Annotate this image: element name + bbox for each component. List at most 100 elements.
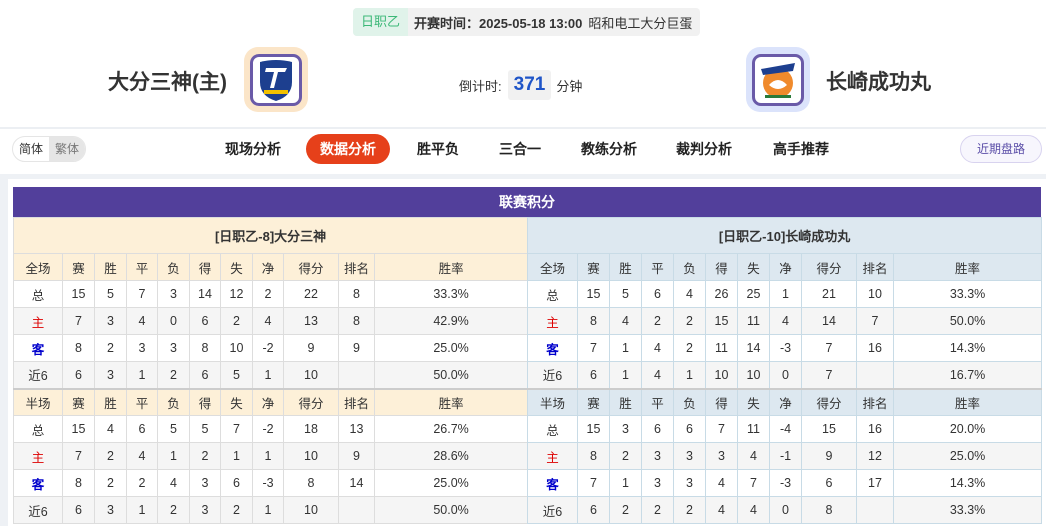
table-row: 主 8 4 2 2 15 11 4 14 7 50.0% — [527, 307, 1043, 335]
table-cell: 2 — [673, 496, 706, 524]
table-cell: 11 — [737, 415, 770, 443]
row-label: 客 — [527, 469, 578, 497]
row-label: 近6 — [527, 361, 578, 389]
lang-traditional[interactable]: 繁体 — [49, 137, 86, 161]
table-row: 近6 6 3 1 2 3 2 1 10 50.0% — [13, 496, 529, 524]
table-cell: 5 — [189, 415, 221, 443]
table-cell: 6 — [641, 415, 674, 443]
table-cell: -4 — [769, 415, 802, 443]
table-cell: 4 — [609, 307, 642, 335]
table-row: 总 15 3 6 6 7 11 -4 15 16 20.0% — [527, 415, 1043, 443]
team-standing-header: [日职乙-8]大分三神 — [12, 217, 529, 254]
language-switch[interactable]: 简体 繁体 — [12, 136, 87, 162]
column-header-row: 全场赛胜平负得失净得分 排名 胜率 — [13, 253, 529, 281]
table-cell: 4 — [769, 307, 802, 335]
vvaren-crest-icon — [761, 62, 795, 98]
table-cell: 1 — [252, 496, 284, 524]
table-cell: 3 — [705, 442, 738, 470]
away-team-logo[interactable] — [746, 47, 810, 112]
column-header: 得分 — [283, 387, 339, 416]
table-cell: 1 — [769, 280, 802, 308]
table-row: 总 15 4 6 5 5 7 -2 18 13 26.7% — [13, 415, 529, 443]
column-header: 负 — [157, 253, 190, 281]
tab-referee-analysis[interactable]: 裁判分析 — [676, 141, 732, 157]
table-cell: -2 — [252, 415, 284, 443]
venue: 昭和电工大分巨蛋 — [588, 15, 693, 31]
table-row: 客 8 2 3 3 8 10 -2 9 9 25.0% — [13, 334, 529, 362]
column-header: 排名 — [338, 253, 375, 281]
table-cell: 50.0% — [373, 496, 529, 524]
table-cell: 7 — [801, 334, 857, 362]
table-cell: 3 — [157, 280, 190, 308]
column-header-row: 半场赛胜平负得失净得分 排名 胜率 — [13, 387, 529, 416]
table-cell: 28.6% — [373, 442, 529, 470]
column-header: 净 — [252, 387, 284, 416]
table-cell: 2 — [220, 307, 253, 335]
home-standings-table: [日职乙-8]大分三神 全场赛胜平负得失净得分 排名 胜率总 15 5 7 3 14 12 2 22 8… — [12, 217, 529, 524]
home-team-logo[interactable] — [244, 47, 308, 112]
table-cell: 16 — [856, 334, 894, 362]
away-team-name[interactable]: 长崎成功丸 — [826, 71, 931, 94]
column-header: 排名 — [338, 387, 375, 416]
row-label: 近6 — [527, 496, 578, 524]
table-cell: 10 — [283, 442, 339, 470]
column-header: 净 — [769, 387, 802, 416]
column-header: 平 — [126, 387, 158, 416]
divider — [0, 127, 1046, 129]
column-header: 失 — [220, 387, 253, 416]
table-cell: 6 — [641, 280, 674, 308]
table-cell — [338, 361, 375, 389]
row-label: 总 — [13, 415, 63, 443]
tab-data-analysis[interactable]: 数据分析 — [306, 134, 390, 164]
column-header: 净 — [252, 253, 284, 281]
row-label: 主 — [13, 442, 63, 470]
table-cell: 3 — [94, 361, 127, 389]
row-label: 客 — [527, 334, 578, 362]
row-label: 总 — [13, 280, 63, 308]
table-cell — [856, 361, 894, 389]
table-cell: 8 — [577, 442, 610, 470]
countdown: 倒计时: 371 分钟 — [459, 70, 582, 100]
table-cell: 4 — [94, 415, 127, 443]
table-cell: 18 — [283, 415, 339, 443]
lang-simplified[interactable]: 简体 — [19, 142, 44, 156]
tab-live-analysis[interactable]: 现场分析 — [225, 141, 281, 157]
table-cell: 14 — [737, 334, 770, 362]
table-cell: 13 — [338, 415, 375, 443]
column-header: 得 — [189, 253, 221, 281]
column-header: 胜 — [94, 387, 127, 416]
table-cell: 9 — [801, 442, 857, 470]
table-cell: 8 — [62, 334, 95, 362]
table-cell: 3 — [641, 442, 674, 470]
table-cell: 33.3% — [892, 496, 1043, 524]
recent-odds-button[interactable]: 近期盘路 — [960, 135, 1042, 163]
tab-1x2[interactable]: 胜平负 — [417, 141, 459, 157]
column-header: 得分 — [801, 253, 857, 281]
table-cell: 14 — [338, 469, 375, 497]
row-label: 客 — [13, 469, 63, 497]
table-cell: 2 — [220, 496, 253, 524]
column-header: 失 — [737, 253, 770, 281]
table-cell: 7 — [856, 307, 894, 335]
table-cell: 42.9% — [373, 307, 529, 335]
table-cell: 1 — [673, 361, 706, 389]
tab-coach-analysis[interactable]: 教练分析 — [581, 141, 637, 157]
table-cell: 1 — [126, 496, 158, 524]
table-row: 总 15 5 7 3 14 12 2 22 8 33.3% — [13, 280, 529, 308]
away-standings-table: [日职乙-10]长崎成功丸 全场赛胜平负得失净得分 排名 胜率总 15 5 6 4 26 25 1 2… — [526, 217, 1043, 524]
row-label: 近6 — [13, 496, 63, 524]
table-cell: 3 — [189, 496, 221, 524]
table-cell: 10 — [283, 361, 339, 389]
table-cell: 4 — [641, 334, 674, 362]
tab-three-in-one[interactable]: 三合一 — [499, 141, 541, 157]
tab-expert-picks[interactable]: 高手推荐 — [773, 141, 829, 157]
table-cell: 2 — [673, 307, 706, 335]
table-cell: 8 — [62, 469, 95, 497]
home-team-name[interactable]: 大分三神(主) — [108, 71, 227, 94]
table-cell: 3 — [94, 307, 127, 335]
period-label: 半场 — [13, 387, 63, 416]
column-header: 胜率 — [373, 387, 529, 416]
table-cell: 7 — [220, 415, 253, 443]
table-cell: 26 — [705, 280, 738, 308]
league-badge[interactable]: 日职乙 — [353, 8, 409, 36]
